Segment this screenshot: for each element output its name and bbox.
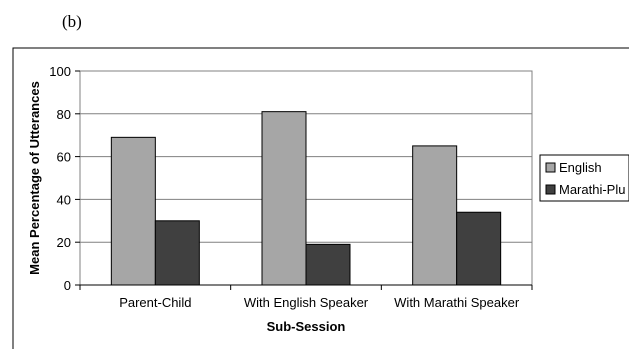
bar-marathi-plu-2 <box>456 211 502 286</box>
y-tick-label: 20 <box>57 235 71 250</box>
y-axis-title: Mean Percentage of Utterances <box>27 81 42 275</box>
x-axis-title: Sub-Session <box>267 319 346 334</box>
x-category-label: With English Speaker <box>244 295 369 310</box>
x-category-label: Parent-Child <box>119 295 191 310</box>
y-tick-label: 100 <box>49 64 71 79</box>
x-category-labels: Parent-Child With English Speaker With Mar… <box>79 285 533 310</box>
legend: English Marathi-Plu <box>539 154 629 202</box>
y-tick-label: 80 <box>57 107 71 122</box>
bar-english-0 <box>110 136 156 286</box>
bar-english-2 <box>412 145 458 286</box>
y-tick-label: 40 <box>57 192 71 207</box>
legend-swatch <box>545 184 556 195</box>
y-tick-labels: 0 20 40 60 80 100 <box>49 64 80 293</box>
bar-marathi-plu-1 <box>305 243 351 286</box>
chart-frame <box>12 47 629 349</box>
y-tick-label: 0 <box>64 278 71 293</box>
bars <box>110 111 502 286</box>
bar-english-1 <box>261 111 307 286</box>
legend-label: Marathi-Plu <box>559 182 625 197</box>
x-category-label: With Marathi Speaker <box>394 295 520 310</box>
bar-marathi-plu-0 <box>154 220 200 286</box>
panel-label: (b) <box>62 12 82 31</box>
y-tick-label: 60 <box>57 150 71 165</box>
legend-label: English <box>559 160 602 175</box>
legend-swatch <box>545 162 556 173</box>
